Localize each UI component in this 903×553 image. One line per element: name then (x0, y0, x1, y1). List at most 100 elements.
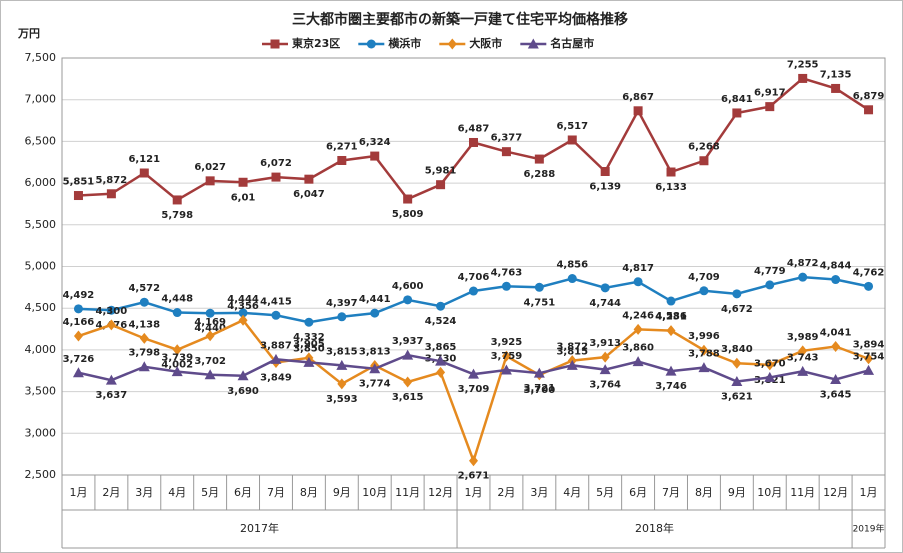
point (764, 371, 776, 382)
point (732, 357, 742, 369)
data-label: 4,441 (359, 294, 391, 305)
data-label: 4,779 (754, 266, 786, 277)
data-label: 4,751 (524, 297, 556, 308)
point (403, 376, 413, 388)
data-label: 3,788 (688, 349, 720, 360)
point (469, 455, 478, 467)
data-label: 4,762 (853, 267, 885, 278)
data-label: 4,572 (128, 283, 160, 294)
data-label: 6,879 (853, 91, 885, 102)
data-label: 5,809 (392, 209, 424, 220)
data-label: 4,300 (96, 306, 128, 317)
data-label: 3,700 (524, 385, 556, 396)
data-label: 3,872 (556, 342, 588, 353)
point (527, 38, 539, 49)
data-label: 3,754 (853, 351, 885, 362)
y-tick-label: 4,000 (25, 343, 57, 356)
x-tick-label: 3月 (135, 486, 153, 499)
point (534, 282, 544, 292)
x-tick-label: 11月 (395, 486, 420, 499)
point (830, 374, 842, 385)
point (699, 286, 709, 296)
data-label: 7,255 (787, 59, 819, 70)
point (600, 351, 610, 363)
x-tick-label: 7月 (662, 486, 680, 499)
data-label: 3,726 (63, 354, 95, 365)
data-label: 4,672 (721, 304, 753, 315)
data-label: 3,815 (556, 346, 588, 357)
data-label: 4,444 (227, 294, 259, 305)
point (370, 308, 380, 318)
data-label: 6,324 (359, 137, 391, 148)
x-tick-label: 9月 (728, 486, 746, 499)
data-label: 4,586 (655, 311, 687, 322)
y-unit: 万円 (17, 27, 40, 40)
point (72, 367, 84, 378)
point (436, 180, 446, 190)
point (403, 295, 413, 305)
point (500, 364, 512, 375)
point (337, 312, 347, 322)
point (436, 301, 446, 311)
data-label: 4,600 (392, 281, 424, 292)
point (237, 370, 249, 381)
point (501, 350, 511, 362)
point (732, 108, 742, 118)
data-label: 6,867 (622, 92, 654, 103)
data-label: 6,377 (491, 133, 523, 144)
data-label: 3,593 (326, 394, 358, 405)
point (665, 365, 677, 376)
point (600, 167, 610, 177)
point (468, 368, 479, 379)
data-label: 3,840 (721, 344, 753, 355)
data-label: 3,905 (293, 339, 325, 350)
point (501, 147, 511, 157)
data-label: 5,872 (96, 175, 128, 186)
x-tick-label: 2月 (102, 486, 120, 499)
point (106, 319, 116, 331)
point (271, 310, 281, 320)
data-label: 4,448 (161, 294, 193, 305)
data-label: 4,706 (458, 272, 490, 283)
x-tick-label: 5月 (596, 486, 614, 499)
point (632, 356, 644, 367)
data-label: 6,01 (231, 192, 256, 203)
plot-border (61, 57, 886, 476)
data-label: 4,763 (491, 267, 523, 278)
point (831, 340, 841, 352)
point (271, 172, 281, 182)
data-label: 3,774 (359, 379, 391, 390)
point (798, 73, 808, 83)
x-tick-label: 9月 (333, 486, 351, 499)
data-label: 4,356 (227, 301, 259, 312)
y-tick-label: 7,000 (25, 93, 57, 106)
data-label: 6,027 (194, 162, 226, 173)
point (797, 365, 809, 376)
legend-label: 横浜市 (388, 36, 421, 50)
x-tick-label: 5月 (201, 486, 219, 499)
point (238, 314, 248, 326)
x-tick-label: 12月 (823, 486, 848, 499)
data-label: 6,517 (556, 121, 588, 132)
year-label: 2017年 (240, 521, 279, 535)
data-label: 3,621 (721, 392, 753, 403)
data-label: 2,671 (458, 471, 490, 482)
x-tick-label: 2月 (497, 486, 515, 499)
data-label: 6,288 (524, 169, 556, 180)
x-tick-label: 1月 (860, 486, 878, 499)
legend-label: 大阪市 (469, 36, 502, 50)
point (567, 274, 577, 284)
point (172, 308, 182, 318)
point (435, 355, 447, 366)
point (469, 137, 478, 147)
x-tick-label: 4月 (168, 486, 186, 499)
point (765, 359, 775, 371)
data-label: 6,487 (458, 123, 490, 134)
point (205, 330, 215, 342)
point (403, 194, 413, 204)
data-label: 3,887 (260, 340, 292, 351)
data-label: 6,121 (128, 154, 160, 165)
data-label: 4,844 (820, 261, 852, 272)
